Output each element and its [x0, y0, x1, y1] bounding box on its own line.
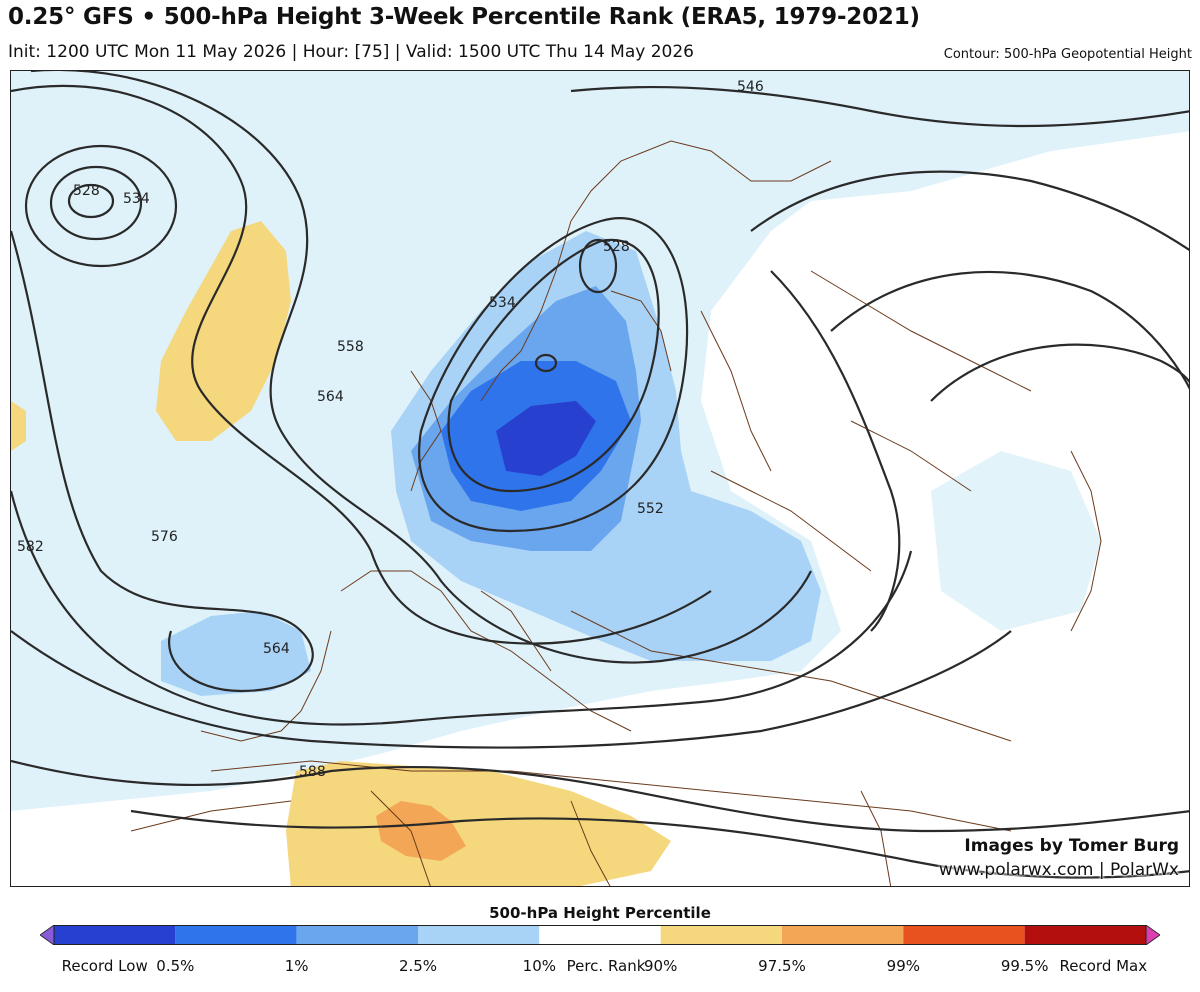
colorbar-label: 99% — [886, 957, 920, 975]
contour-label: 588 — [299, 764, 326, 780]
map-panel: 528 534 546 558 564 576 582 564 528 534 … — [10, 70, 1190, 887]
colorbar-segment — [782, 925, 904, 945]
contour-label: 564 — [317, 389, 344, 405]
colorbar-label: 2.5% — [398, 957, 438, 975]
credit-author: Images by Tomer Burg — [964, 836, 1179, 856]
colorbar-segment — [418, 925, 540, 945]
colorbar-label: 10% — [522, 957, 556, 975]
contour-label: 534 — [123, 191, 150, 207]
map-canvas: 528 534 546 558 564 576 582 564 528 534 … — [11, 71, 1189, 886]
contour-label: 582 — [17, 539, 44, 555]
colorbar-segment — [54, 925, 176, 945]
shade-97p5pct-sahara — [376, 801, 466, 861]
height-contours — [11, 71, 1189, 879]
colorbar — [40, 925, 1160, 945]
contour-note: Contour: 500-hPa Geopotential Height — [943, 47, 1192, 62]
colorbar-label: Record Max — [1059, 957, 1148, 975]
shade-east-light — [931, 451, 1101, 631]
colorbar-segment — [296, 925, 418, 945]
shade-10pct-iberia — [161, 611, 311, 696]
colorbar-frame — [53, 925, 1147, 945]
map-subtitle: Init: 1200 UTC Mon 11 May 2026 | Hour: [… — [8, 42, 694, 62]
contour-label: 546 — [737, 79, 764, 95]
contour-label: 528 — [73, 183, 100, 199]
shade-90pct-sahara — [286, 761, 671, 886]
shade-90pct-edge — [11, 401, 26, 451]
colorbar-label: 0.5% — [156, 957, 195, 975]
contour-label: 576 — [151, 529, 178, 545]
colorbar-label: 1% — [284, 957, 309, 975]
shade-90pct-atlantic — [156, 221, 291, 441]
country-borders — [130, 140, 1102, 886]
contour-label: 564 — [263, 641, 290, 657]
colorbar-segment — [903, 925, 1025, 945]
colorbar-label: 90% — [643, 957, 678, 975]
colorbar-segment — [660, 925, 782, 945]
colorbar-record-max — [1145, 925, 1160, 945]
colorbar-title: 500-hPa Height Percentile — [489, 904, 711, 922]
contour-label: 558 — [337, 339, 364, 355]
colorbar-segment — [175, 925, 297, 945]
map-title: 0.25° GFS • 500-hPa Height 3-Week Percen… — [8, 4, 920, 30]
colorbar-segment — [1024, 925, 1146, 945]
colorbar-label: Record Low — [61, 957, 148, 975]
contour-label: 528 — [603, 239, 630, 255]
contour-label: 552 — [637, 501, 664, 517]
shade-0p5pct — [496, 401, 596, 476]
colorbar-label: 97.5% — [758, 957, 806, 975]
colorbar-label: 99.5% — [1000, 957, 1049, 975]
colorbar-record-low — [40, 925, 55, 945]
contour-labels: 528 534 546 558 564 576 582 564 528 534 … — [17, 79, 764, 780]
credit-website: www.polarwx.com | PolarWx — [938, 860, 1179, 880]
contour-label: 534 — [489, 295, 516, 311]
colorbar-segment — [539, 925, 661, 945]
colorbar-label: Perc. Rank — [566, 957, 646, 975]
